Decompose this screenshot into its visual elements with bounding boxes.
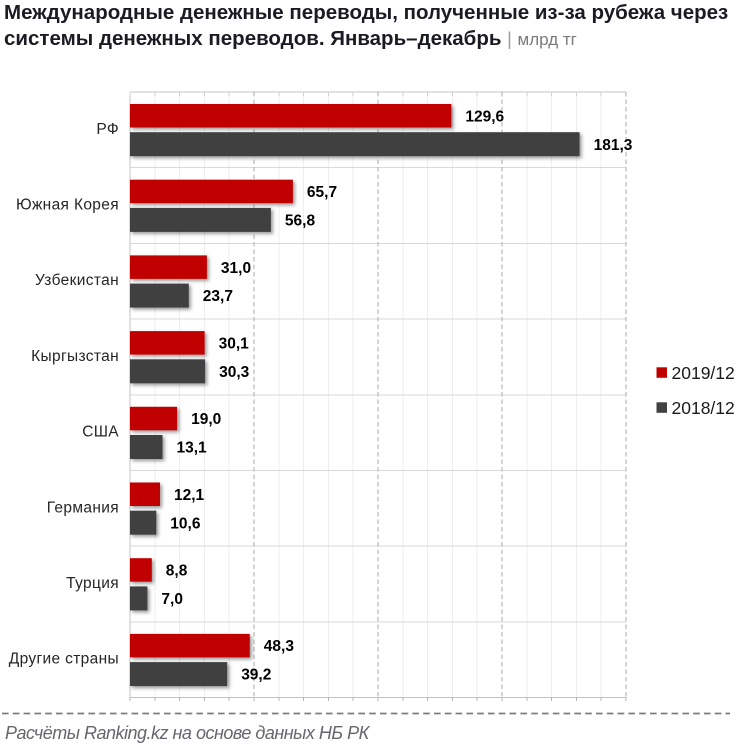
svg-text:12,1: 12,1 xyxy=(174,487,205,504)
svg-text:48,3: 48,3 xyxy=(264,638,295,655)
svg-text:39,2: 39,2 xyxy=(241,667,271,684)
svg-text:Кыргызстан: Кыргызстан xyxy=(31,348,119,365)
svg-text:2018/12: 2018/12 xyxy=(672,398,735,418)
svg-text:США: США xyxy=(82,424,119,441)
svg-text:129,6: 129,6 xyxy=(465,108,504,125)
svg-text:30,3: 30,3 xyxy=(219,364,250,381)
svg-text:Турция: Турция xyxy=(66,575,119,592)
svg-text:Узбекистан: Узбекистан xyxy=(35,272,119,289)
svg-text:31,0: 31,0 xyxy=(221,260,251,277)
svg-text:2019/12: 2019/12 xyxy=(672,363,735,383)
svg-text:10,6: 10,6 xyxy=(170,515,201,532)
svg-text:8,8: 8,8 xyxy=(166,563,188,580)
svg-text:30,1: 30,1 xyxy=(219,336,250,353)
svg-text:Германия: Германия xyxy=(47,499,119,516)
svg-text:7,0: 7,0 xyxy=(161,591,183,608)
svg-text:19,0: 19,0 xyxy=(191,411,221,428)
svg-text:Расчёты Ranking.kz на основе д: Расчёты Ranking.kz на основе данных НБ Р… xyxy=(5,723,371,743)
svg-text:Южная Корея: Южная Корея xyxy=(16,197,119,214)
svg-text:РФ: РФ xyxy=(96,121,119,138)
svg-text:181,3: 181,3 xyxy=(594,137,633,154)
svg-text:Другие страны: Другие страны xyxy=(9,651,119,668)
svg-text:23,7: 23,7 xyxy=(203,288,233,305)
svg-text:56,8: 56,8 xyxy=(285,213,316,230)
svg-text:13,1: 13,1 xyxy=(177,440,208,457)
svg-text:65,7: 65,7 xyxy=(307,184,337,201)
